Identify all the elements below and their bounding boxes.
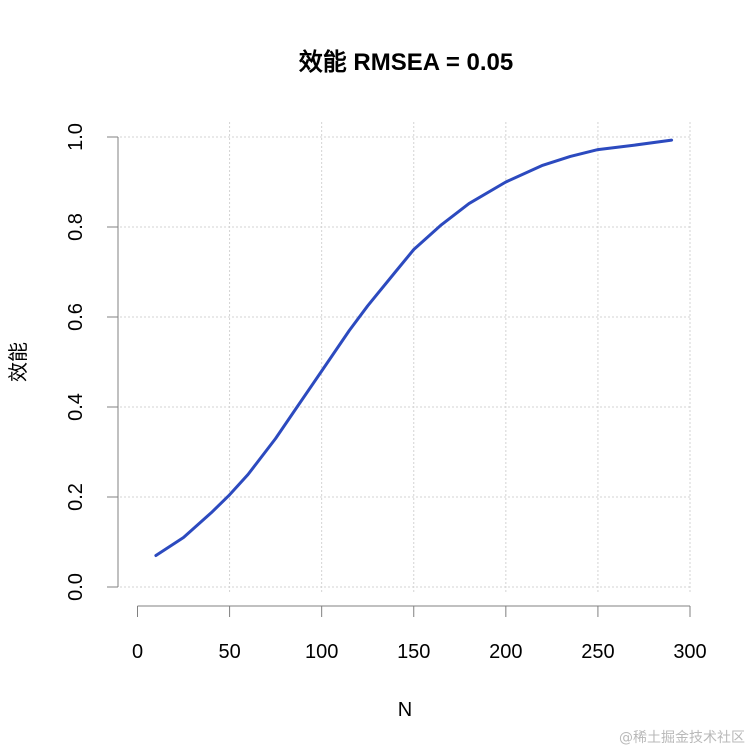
grid <box>120 122 691 592</box>
x-tick-label-200: 200 <box>489 641 522 663</box>
y-tick-label-1.0: 1.0 <box>65 123 87 151</box>
x-tick-label-150: 150 <box>397 641 430 663</box>
series-layer <box>154 138 674 557</box>
x-axis-label: N <box>398 699 412 721</box>
y-tick-label-0.6: 0.6 <box>65 303 87 331</box>
axes: 0 50 100 150 200 250 300 0.0 0.2 0.4 0.6 0.8 1.0 <box>65 123 707 663</box>
chart-title: 效能 RMSEA = 0.05 <box>299 48 514 76</box>
y-tick-label-0.2: 0.2 <box>65 483 87 511</box>
x-tick-label-300: 300 <box>673 641 706 663</box>
watermark: @稀土掘金技术社区 <box>619 730 745 746</box>
y-axis-label: 效能 <box>7 342 30 382</box>
y-tick-label-0.8: 0.8 <box>65 213 87 241</box>
series-line-0 <box>154 138 674 557</box>
x-tick-label-50: 50 <box>218 641 240 663</box>
x-tick-label-0: 0 <box>132 641 143 663</box>
x-tick-label-100: 100 <box>305 641 338 663</box>
x-tick-label-250: 250 <box>581 641 614 663</box>
y-tick-label-0.0: 0.0 <box>65 573 87 601</box>
y-tick-label-0.4: 0.4 <box>65 393 87 421</box>
